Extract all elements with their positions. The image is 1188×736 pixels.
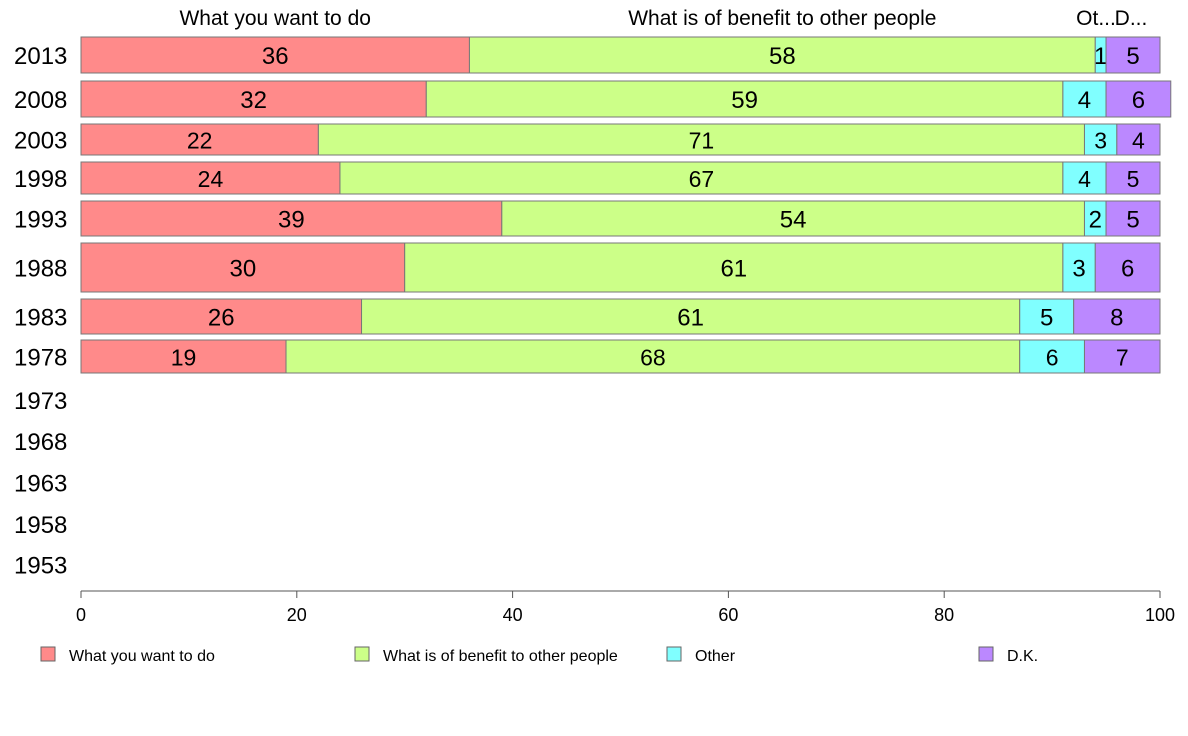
y-tick-label-2003: 2003: [14, 128, 67, 155]
data-label-1983-2: 5: [1040, 305, 1053, 332]
data-label-2008-1: 59: [731, 87, 758, 114]
legend-label-3: D.K.: [1007, 648, 1038, 665]
data-label-1978-1: 68: [640, 345, 666, 371]
legend-label-2: Other: [695, 648, 736, 665]
stacked-bar-chart: 2013200820031998199319881983197819731968…: [0, 0, 1188, 736]
data-label-2003-2: 3: [1094, 128, 1107, 154]
y-tick-label-1983: 1983: [14, 305, 67, 332]
data-label-1993-0: 39: [278, 207, 305, 234]
data-label-2013-2: 1: [1094, 43, 1107, 70]
y-tick-label-2013: 2013: [14, 43, 67, 70]
data-label-2013-3: 5: [1126, 43, 1139, 70]
data-label-1978-3: 7: [1116, 345, 1129, 371]
legend-swatch-3: [979, 647, 993, 661]
data-label-1978-0: 19: [171, 345, 197, 371]
data-label-2013-0: 36: [262, 43, 289, 70]
y-tick-label-1968: 1968: [14, 429, 67, 456]
data-label-1988-3: 6: [1121, 256, 1134, 283]
data-label-1993-2: 2: [1089, 207, 1102, 234]
x-tick-label-60: 60: [718, 605, 738, 625]
y-tick-label-1978: 1978: [14, 345, 67, 372]
y-tick-label-1963: 1963: [14, 471, 67, 498]
legend-swatch-1: [355, 647, 369, 661]
data-label-2003-0: 22: [187, 128, 213, 154]
data-label-2008-0: 32: [240, 87, 267, 114]
data-label-1983-3: 8: [1110, 305, 1123, 332]
data-label-1978-2: 6: [1046, 345, 1059, 371]
legend-label-0: What you want to do: [69, 648, 215, 665]
data-label-1988-0: 30: [229, 256, 256, 283]
data-label-1998-3: 5: [1127, 166, 1140, 192]
y-tick-label-1973: 1973: [14, 388, 67, 415]
column-header-0: What you want to do: [179, 7, 370, 30]
legend-swatch-0: [41, 647, 55, 661]
x-tick-label-100: 100: [1145, 605, 1175, 625]
data-label-1983-1: 61: [677, 305, 704, 332]
data-label-1983-0: 26: [208, 305, 235, 332]
data-label-2008-3: 6: [1132, 87, 1145, 114]
data-label-1998-1: 67: [689, 166, 715, 192]
legend-label-1: What is of benefit to other people: [383, 648, 618, 665]
data-label-1993-3: 5: [1126, 207, 1139, 234]
y-tick-label-1998: 1998: [14, 166, 67, 193]
data-label-1988-2: 3: [1072, 256, 1085, 283]
column-header-3: D...: [1115, 7, 1148, 30]
column-header-1: What is of benefit to other people: [628, 7, 936, 30]
y-tick-label-1988: 1988: [14, 256, 67, 283]
data-label-1988-1: 61: [720, 256, 747, 283]
legend-swatch-2: [667, 647, 681, 661]
y-tick-label-1958: 1958: [14, 512, 67, 539]
x-tick-label-0: 0: [76, 605, 86, 625]
data-label-1998-0: 24: [198, 166, 224, 192]
x-tick-label-20: 20: [287, 605, 307, 625]
data-label-2003-3: 4: [1132, 128, 1145, 154]
x-tick-label-80: 80: [934, 605, 954, 625]
data-label-2013-1: 58: [769, 43, 796, 70]
y-tick-label-1953: 1953: [14, 553, 67, 580]
data-label-2003-1: 71: [689, 128, 715, 154]
y-tick-label-1993: 1993: [14, 207, 67, 234]
data-label-1993-1: 54: [780, 207, 807, 234]
x-tick-label-40: 40: [503, 605, 523, 625]
data-label-1998-2: 4: [1078, 166, 1091, 192]
data-label-2008-2: 4: [1078, 87, 1091, 114]
y-tick-label-2008: 2008: [14, 87, 67, 114]
column-header-2: Ot...: [1076, 7, 1116, 30]
